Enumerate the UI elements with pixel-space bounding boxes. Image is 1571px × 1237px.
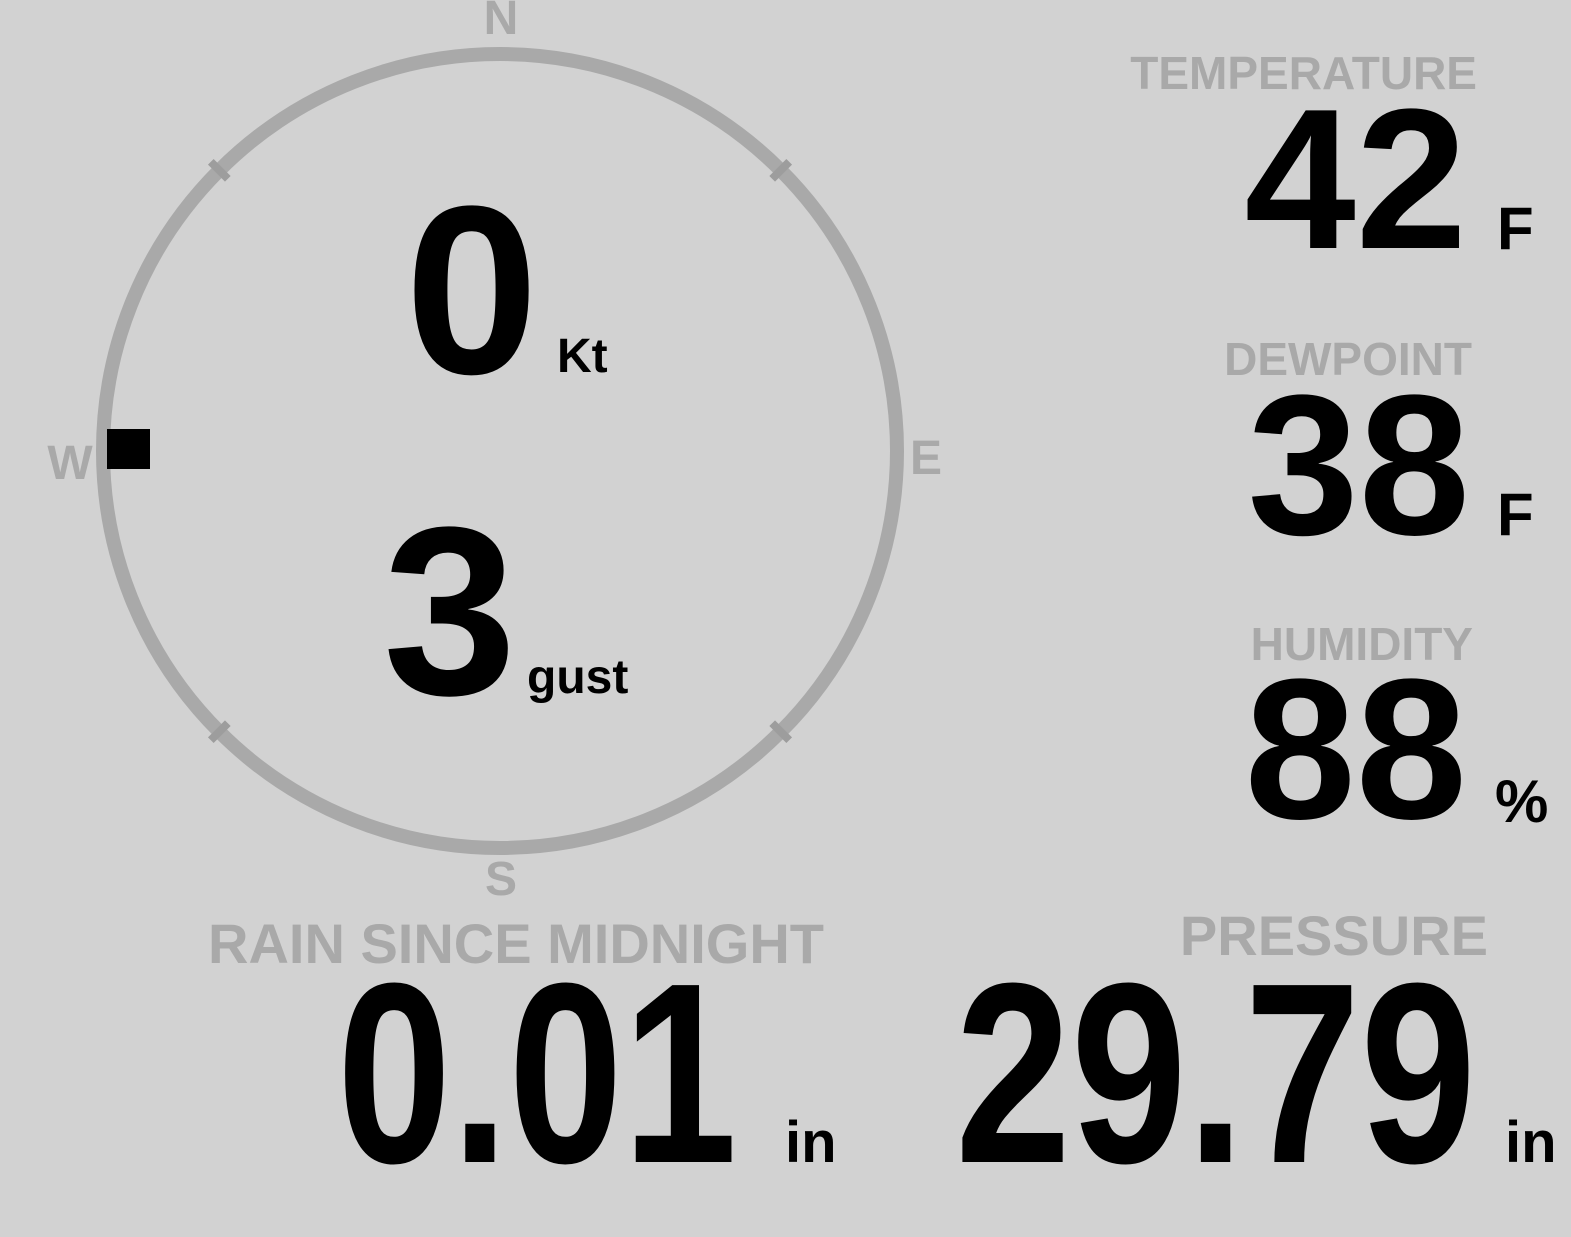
humidity-unit: % — [1495, 768, 1549, 835]
wind-speed-unit: Kt — [557, 330, 608, 383]
compass-cardinal-north: N — [483, 0, 519, 45]
dewpoint-value: 38 — [1247, 354, 1470, 577]
dewpoint-unit: F — [1497, 481, 1534, 548]
pressure-label: PRESSURE — [1179, 904, 1488, 967]
rain-since-midnight-unit: in — [785, 1110, 837, 1175]
temperature-value: 42 — [1244, 68, 1467, 291]
compass-cardinal-west: W — [47, 437, 93, 490]
temperature-unit: F — [1497, 195, 1534, 262]
compass-cardinal-east: E — [909, 432, 943, 485]
wind-gust-unit: gust — [527, 651, 629, 704]
pressure-unit: in — [1505, 1110, 1557, 1175]
rain-since-midnight-value: 0.01 — [337, 930, 738, 1217]
temperature-label: TEMPERATURE — [1130, 47, 1477, 99]
compass-cardinal-south: S — [484, 853, 518, 906]
wind-speed-value: 0 — [405, 156, 539, 424]
rain-since-midnight-label: RAIN SINCE MIDNIGHT — [208, 912, 824, 975]
pressure-value: 29.79 — [955, 930, 1476, 1217]
dewpoint-label: DEWPOINT — [1224, 333, 1472, 385]
humidity-label: HUMIDITY — [1250, 618, 1473, 670]
wind-gust-value: 3 — [383, 477, 517, 745]
wind-direction-marker-icon — [107, 429, 150, 469]
humidity-value: 88 — [1244, 638, 1467, 861]
